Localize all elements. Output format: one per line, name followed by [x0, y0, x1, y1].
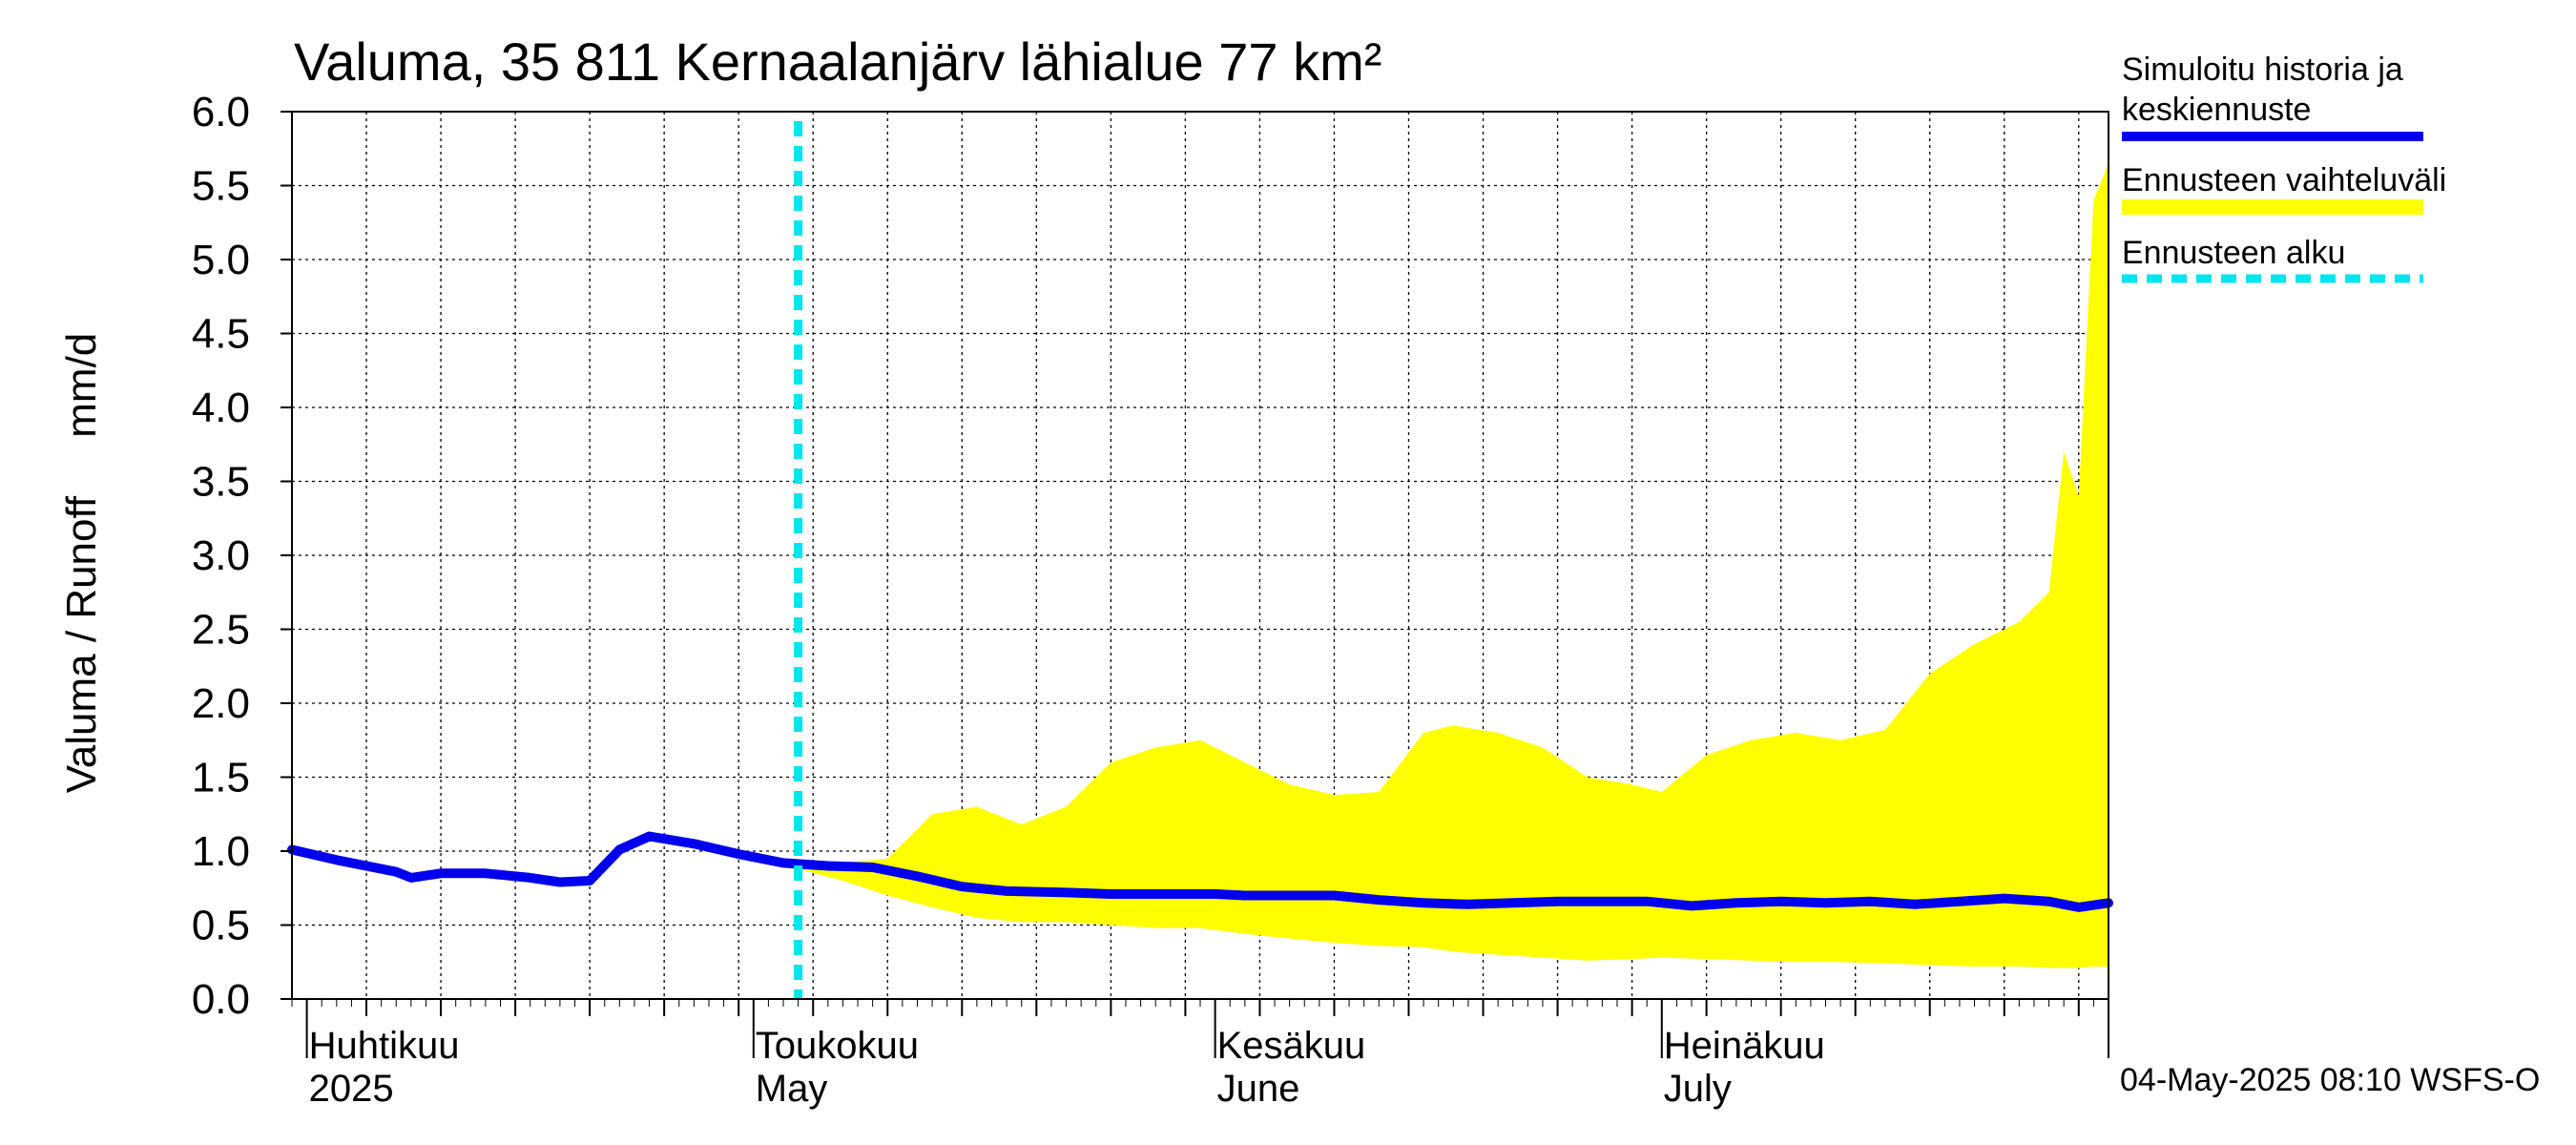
y-tick-label: 2.5 — [192, 607, 250, 654]
y-tick-label: 4.5 — [192, 311, 250, 358]
y-tick-label: 2.0 — [192, 680, 250, 727]
legend-label: keskiennuste — [2122, 92, 2311, 128]
x-month-label-fi: Heinäkuu — [1664, 1025, 1825, 1067]
y-tick-label: 4.0 — [192, 385, 250, 431]
x-month-label-fi: Toukokuu — [756, 1025, 919, 1067]
legend-label: Ennusteen vaihteluväli — [2122, 162, 2446, 198]
legend-label: Ennusteen alku — [2122, 235, 2345, 271]
x-month-label-fi: Huhtikuu — [309, 1025, 460, 1067]
chart-title: Valuma, 35 811 Kernaalanjärv lähialue 77… — [294, 31, 1381, 92]
x-month-label-en: June — [1217, 1068, 1300, 1110]
x-month-label-fi: Kesäkuu — [1217, 1025, 1366, 1067]
x-month-label-en: 2025 — [309, 1068, 394, 1110]
y-tick-label: 5.0 — [192, 237, 250, 283]
y-tick-label: 6.0 — [192, 89, 250, 135]
legend-swatch-range — [2122, 199, 2423, 215]
grid — [292, 112, 2109, 999]
y-tick-label: 5.5 — [192, 163, 250, 210]
y-axis-ticks: 0.0 0.5 1.0 1.5 2.0 2.5 3.0 3.5 4.0 4.5 5.0 5.5 6.0 — [192, 89, 292, 1023]
y-axis-label: Valuma / Runoff mm/d — [58, 333, 105, 794]
y-tick-label: 3.0 — [192, 532, 250, 579]
forecast-range-band — [798, 163, 2109, 968]
x-month-label-en: July — [1664, 1068, 1732, 1110]
y-tick-label: 0.5 — [192, 903, 250, 949]
x-month-label-en: May — [756, 1068, 828, 1110]
median-line-layer — [287, 831, 2113, 912]
y-tick-label: 0.0 — [192, 976, 250, 1023]
legend-label: Simuloitu historia ja — [2122, 52, 2403, 88]
footer-timestamp: 04-May-2025 08:10 WSFS-O — [2120, 1062, 2540, 1098]
forecast-range-layer — [798, 163, 2109, 968]
y-tick-label: 1.0 — [192, 828, 250, 875]
legend: Simuloitu historia ja keskiennuste Ennuste… — [2122, 52, 2446, 283]
y-tick-label: 1.5 — [192, 755, 250, 802]
y-tick-label: 3.5 — [192, 459, 250, 506]
